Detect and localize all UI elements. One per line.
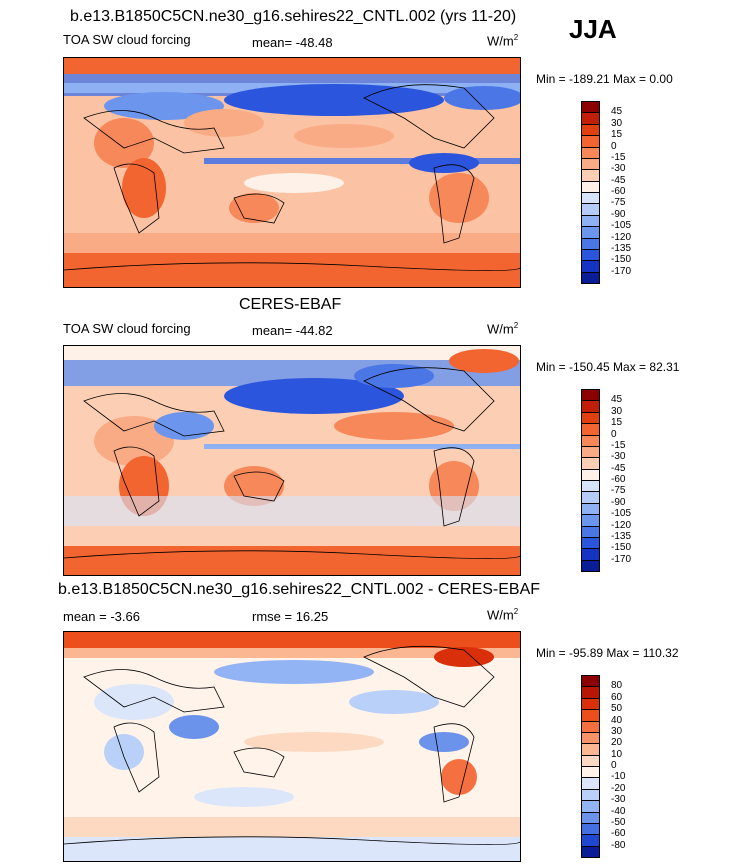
colorbar-label: 45 xyxy=(611,394,623,406)
colorbar-label: -150 xyxy=(611,254,632,266)
colorbar-label: 15 xyxy=(611,417,623,429)
colorbar-label: 10 xyxy=(611,748,623,760)
colorbar-label: 50 xyxy=(611,703,623,715)
colorbar-label: -105 xyxy=(611,508,632,520)
colorbar-label: 60 xyxy=(611,691,623,703)
panel1-colorbar: 45 30 15 0 -15 -30 -45 -60 -75 -90 -105 -120 -135 -15… xyxy=(581,101,661,284)
colorbar-label: -30 xyxy=(611,451,626,463)
colorbar-cell xyxy=(581,271,600,284)
panel3-rmse: rmse = 16.25 xyxy=(252,609,329,624)
colorbar-cell xyxy=(581,845,600,858)
colorbar-label: 0 xyxy=(611,760,617,771)
colorbar-label: -20 xyxy=(611,782,626,794)
panel3-colorbar: 80 60 50 40 30 20 10 0 -10 -20 -30 -40 -50 -60 -80 xyxy=(581,675,661,858)
panel1-mean: mean= -48.48 xyxy=(252,35,333,50)
colorbar-label: 30 xyxy=(611,117,623,129)
panel2-mean: mean= -44.82 xyxy=(252,323,333,338)
colorbar-label: -80 xyxy=(611,839,626,851)
panel3-left-label: mean = -3.66 xyxy=(63,609,140,624)
colorbar-label: -150 xyxy=(611,542,632,554)
panel1-title: b.e13.B1850C5CN.ne30_g16.sehires22_CNTL.… xyxy=(70,8,517,25)
colorbar-label: -15 xyxy=(611,439,626,451)
panel1-left-label: TOA SW cloud forcing xyxy=(63,32,191,47)
colorbar-label: -60 xyxy=(611,474,626,485)
colorbar-label: -30 xyxy=(611,163,626,175)
colorbar-label: -60 xyxy=(611,828,626,840)
colorbar-label: -45 xyxy=(611,174,626,186)
colorbar-label: -135 xyxy=(611,242,632,254)
colorbar-label: -120 xyxy=(611,519,632,531)
colorbar-label: -170 xyxy=(611,553,632,565)
panel1-minmax: Min = -189.21 Max = 0.00 xyxy=(536,72,673,86)
colorbar-label: -105 xyxy=(611,220,632,232)
colorbar-label: -90 xyxy=(611,496,626,508)
colorbar-label: -40 xyxy=(611,805,626,817)
panel2-colorbar: 45 30 15 0 -15 -30 -45 -60 -75 -90 -105 -120 -135 -15… xyxy=(581,389,661,572)
season-label: JJA xyxy=(569,14,617,44)
panel1-units: W/m2 xyxy=(487,33,519,49)
colorbar-label: -75 xyxy=(611,485,626,497)
colorbar-label: -120 xyxy=(611,231,632,243)
panel1-map xyxy=(63,57,521,288)
panel3-units: W/m2 xyxy=(487,607,519,623)
colorbar-label: 15 xyxy=(611,129,623,141)
colorbar-label: 0 xyxy=(611,428,617,440)
colorbar-label: -30 xyxy=(611,794,626,806)
panel2-minmax: Min = -150.45 Max = 82.31 xyxy=(536,360,680,374)
panel2-map xyxy=(63,345,521,576)
colorbar-label: -60 xyxy=(611,186,626,197)
colorbar-label: 40 xyxy=(611,714,623,726)
panel3-title: b.e13.B1850C5CN.ne30_g16.sehires22_CNTL.… xyxy=(58,581,541,598)
colorbar-label: 20 xyxy=(611,737,623,749)
colorbar-label: -10 xyxy=(611,771,626,783)
colorbar-label: -50 xyxy=(611,816,626,828)
panel3-minmax: Min = -95.89 Max = 110.32 xyxy=(536,646,679,660)
colorbar-label: 80 xyxy=(611,680,623,692)
colorbar-label: 30 xyxy=(611,725,623,737)
panel2-title: CERES-EBAF xyxy=(239,296,342,313)
colorbar-label: -170 xyxy=(611,265,632,277)
colorbar-label: -75 xyxy=(611,197,626,209)
colorbar-label: -135 xyxy=(611,530,632,542)
colorbar-label: 45 xyxy=(611,106,623,118)
colorbar-label: 30 xyxy=(611,405,623,417)
panel3-map xyxy=(63,631,521,862)
panel2-units: W/m2 xyxy=(487,321,519,337)
colorbar-label: -15 xyxy=(611,151,626,163)
panel2-left-label: TOA SW cloud forcing xyxy=(63,321,191,336)
colorbar-label: -45 xyxy=(611,462,626,474)
colorbar-label: 0 xyxy=(611,140,617,152)
colorbar-label: -90 xyxy=(611,208,626,220)
colorbar-cell xyxy=(581,559,600,572)
